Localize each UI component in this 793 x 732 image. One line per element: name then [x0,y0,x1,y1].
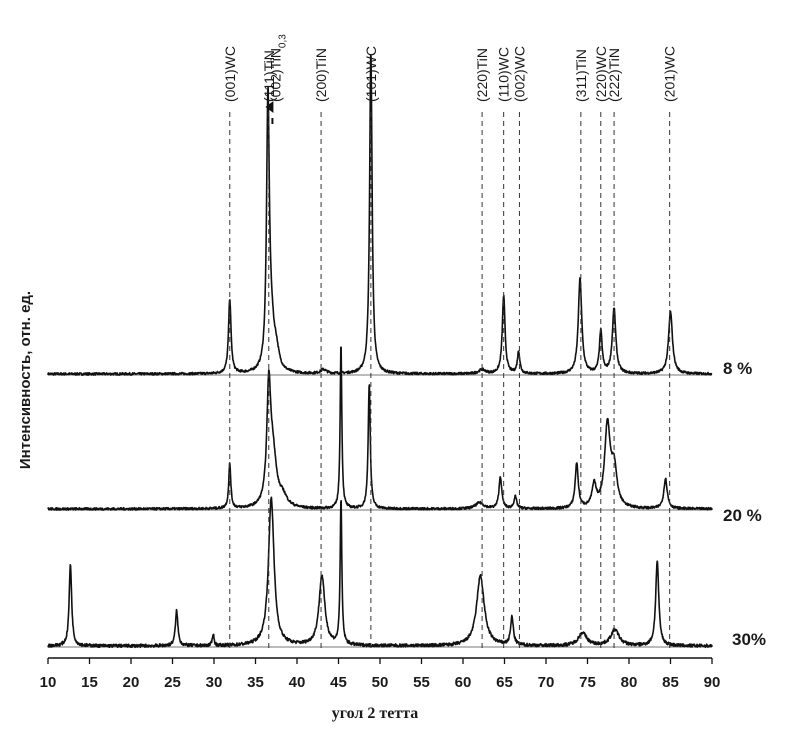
x-tick-label: 90 [704,674,721,691]
peak-label: (002)TiN0,3 [267,34,288,102]
series-line [47,53,713,376]
x-tick-label: 20 [123,674,140,691]
x-tick-label: 70 [538,674,555,691]
series-labels: 8 % 20 % 30% [723,359,766,649]
series-lines [47,53,713,649]
x-tick-label: 85 [662,674,679,691]
series-label: 20 % [723,506,762,525]
x-axis-title: угол 2 тетта [332,705,419,722]
x-tick-label: 60 [455,674,472,691]
reference-lines [229,112,671,652]
peak-label: (101)WC [363,46,379,102]
x-tick-label: 55 [413,674,430,691]
x-tick-label: 80 [621,674,638,691]
peak-label: (111)TiN [261,50,277,102]
x-axis: 10 15 20 25 30 35 40 45 50 55 60 65 70 75 80 85 90 [40,657,721,691]
x-tick-label: 35 [247,674,264,691]
x-tick-label: 30 [206,674,223,691]
series-line [47,346,713,511]
x-tick-label: 10 [40,674,57,691]
x-tick-label: 15 [81,674,98,691]
peak-label: (110)WC [496,47,512,102]
peak-label: (220)WC [593,46,609,102]
peak-label: (002)WC [511,46,527,102]
x-tick-label: 50 [372,674,389,691]
series-label: 8 % [723,359,752,378]
peak-label: (220)TiN [474,48,490,102]
series-line [47,496,713,649]
x-tick-label: 40 [289,674,306,691]
x-tick-label: 65 [496,674,513,691]
x-tick-label: 45 [330,674,347,691]
peak-label: (311)TiN [573,49,589,102]
peak-label: (200)TiN [313,48,329,102]
peak-label: (001)WC [222,46,238,102]
arrow-icon [265,101,274,113]
peak-label: (222)TiN [606,48,622,102]
x-tick-label: 75 [579,674,596,691]
series-label: 30% [732,630,766,649]
x-tick-label: 25 [164,674,181,691]
peak-labels: (001)WC (111)TiN(002)TiN0,3 (200)TiN (101)W… [222,34,678,124]
peak-label: (201)WC [662,46,678,102]
y-axis-title: Интенсивность, отн. ед. [17,291,34,469]
